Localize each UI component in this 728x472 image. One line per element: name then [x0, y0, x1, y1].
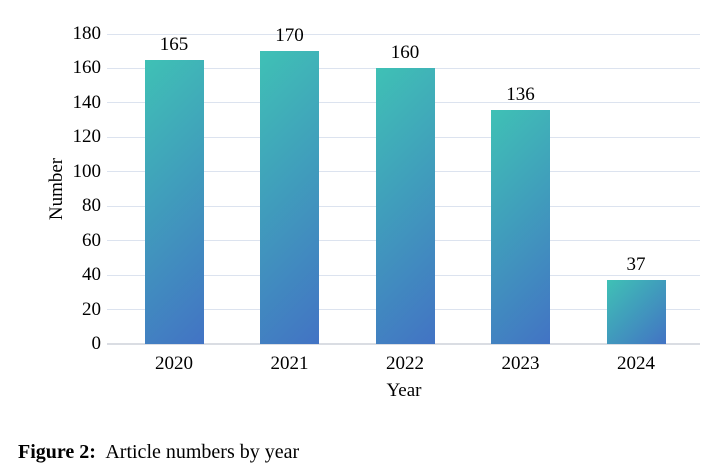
x-tick-label-2021: 2021 [270, 353, 309, 374]
figure-caption: Figure 2: Article numbers by year [18, 440, 299, 465]
y-axis-title: Number [46, 157, 67, 221]
bar-value-label-2020: 165 [159, 33, 189, 55]
figure-caption-label: Figure 2: [18, 441, 96, 463]
y-tick-label-20: 20 [82, 298, 101, 320]
y-tick-label-160: 160 [72, 57, 102, 79]
y-tick-label-140: 140 [72, 91, 102, 113]
bar-value-label-2023: 136 [506, 83, 535, 105]
y-tick-label-60: 60 [82, 229, 101, 251]
y-tick-label-40: 40 [82, 264, 101, 286]
y-tick-label-100: 100 [72, 160, 102, 182]
bar-2023 [491, 109, 550, 344]
x-tick-label-2024: 2024 [617, 353, 655, 374]
x-axis-line [107, 343, 700, 345]
gridline-y-180 [107, 33, 700, 35]
y-tick-label-180: 180 [72, 23, 102, 44]
bar-value-label-2024: 37 [626, 254, 646, 276]
figure-caption-text: Article numbers by year [105, 441, 300, 463]
bar-value-label-2022: 160 [390, 42, 420, 64]
x-tick-label-2023: 2023 [501, 353, 540, 374]
x-tick-label-2020: 2020 [155, 353, 193, 374]
x-axis-title: Year [386, 380, 422, 401]
bar-2020 [144, 59, 204, 344]
bar-2024 [606, 280, 666, 344]
bar-2021 [260, 51, 319, 344]
y-tick-label-80: 80 [82, 195, 101, 217]
y-tick-label-0: 0 [91, 333, 102, 354]
x-tick-label-2022: 2022 [386, 353, 424, 374]
bar-2022 [375, 68, 435, 344]
y-tick-label-120: 120 [72, 126, 102, 148]
bar-value-label-2021: 170 [275, 25, 304, 47]
